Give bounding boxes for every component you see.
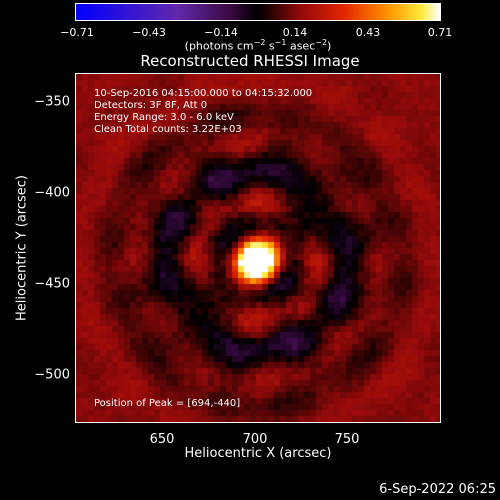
annotation-peak-position: Position of Peak = [694,-440] <box>94 398 241 409</box>
annotation-time-range: 10-Sep-2016 04:15:00.000 to 04:15:32.000 <box>94 88 313 99</box>
x-tick-label: 650 <box>149 432 175 447</box>
rhessi-image <box>76 74 440 422</box>
annotation-algorithm: Clean Total counts: 3.22E+03 <box>94 124 242 135</box>
image-title: Reconstructed RHESSI Image <box>140 52 360 70</box>
y-tick-labels: −350 −400 −450 −500 <box>0 0 70 500</box>
colorbar <box>75 3 441 21</box>
timestamp-footer: 6-Sep-2022 06:25 <box>379 482 496 497</box>
colorbar-tick: 0.14 <box>282 26 308 39</box>
annotation-detectors: Detectors: 3F 8F, Att 0 <box>94 100 208 111</box>
x-axis-label: Heliocentric X (arcsec) <box>184 446 332 461</box>
y-tick-label: −400 <box>34 185 70 201</box>
y-tick-label: −500 <box>34 367 70 383</box>
x-tick-label: 700 <box>242 432 268 447</box>
colorbar-tick: 0.71 <box>427 26 453 39</box>
colorbar-tick: −0.43 <box>132 26 166 39</box>
colorbar-tick: −0.14 <box>204 26 238 39</box>
y-axis-label: Heliocentric Y (arcsec) <box>14 175 30 321</box>
annotation-energy-range: Energy Range: 3.0 - 6.0 keV <box>94 112 234 123</box>
colorbar-units: (photons cm−2 s−1 asec−2) <box>184 38 332 53</box>
image-plot: 10-Sep-2016 04:15:00.000 to 04:15:32.000… <box>75 73 441 423</box>
y-tick-label: −350 <box>34 94 70 110</box>
colorbar-tick: −0.71 <box>60 26 94 39</box>
colorbar-tick: 0.43 <box>355 26 381 39</box>
x-tick-label: 750 <box>334 432 360 447</box>
y-tick-label: −450 <box>34 276 70 292</box>
